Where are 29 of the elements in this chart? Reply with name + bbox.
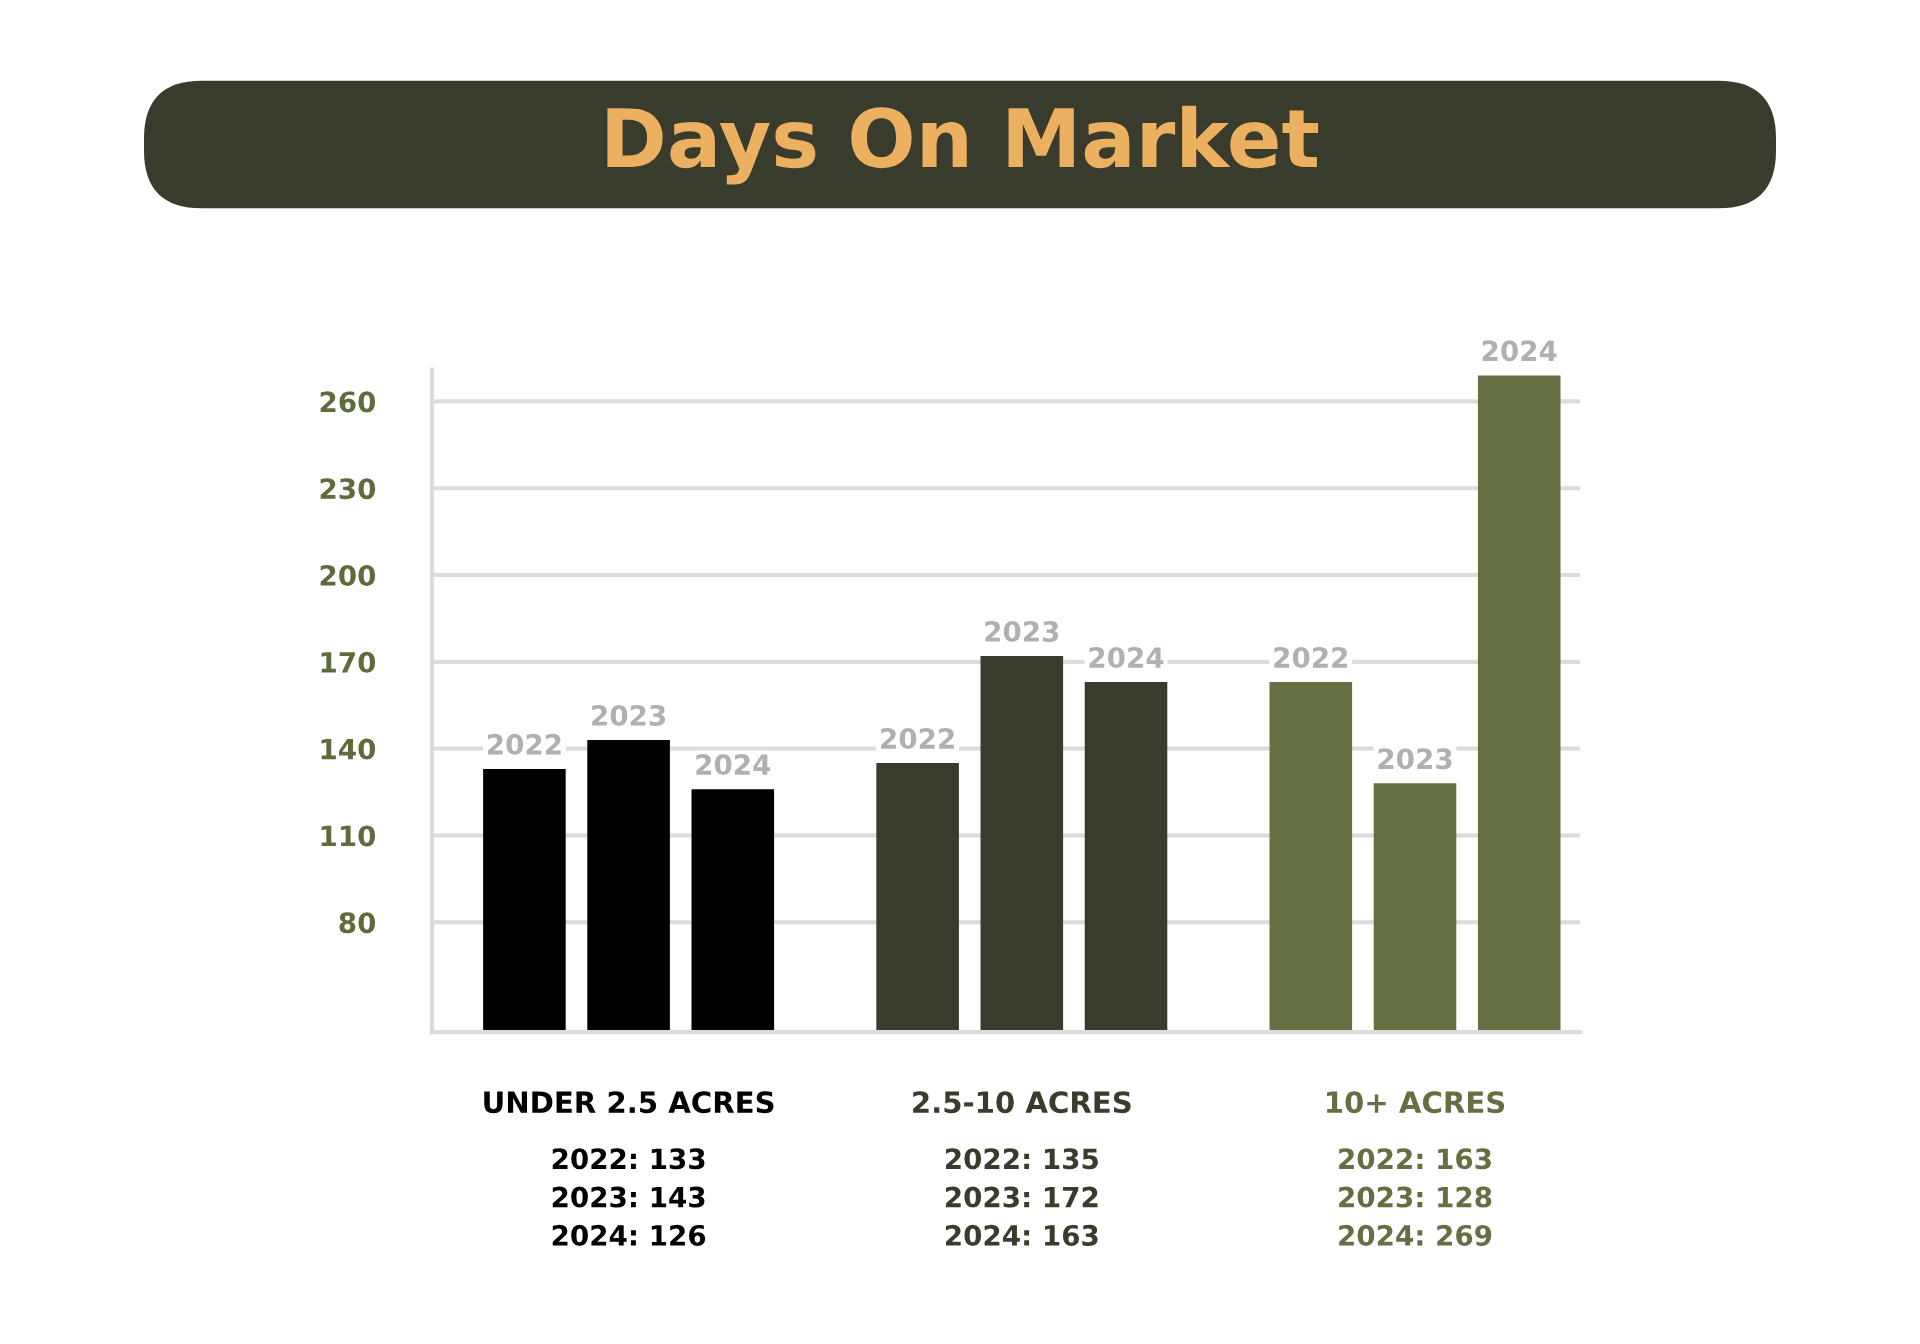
text: 2022 bbox=[881, 728, 954, 750]
y-tick-label: 80 bbox=[339, 912, 376, 934]
y-tick-label: 170 bbox=[321, 651, 376, 673]
data-label: 2022: 135 bbox=[945, 1148, 1098, 1170]
series-label: 2022 bbox=[487, 733, 561, 755]
data-label: 2022: 133 bbox=[552, 1148, 705, 1170]
data-label: 2022: 163 bbox=[1339, 1148, 1491, 1170]
chart-title: Days On Market bbox=[607, 105, 1319, 185]
text: 2023 bbox=[592, 704, 666, 726]
y-tick-label: 110 bbox=[321, 825, 376, 847]
x-tick-label: UNDER 2.5 ACRES bbox=[484, 1091, 774, 1114]
text: 2024 bbox=[1482, 340, 1557, 362]
y-tick-label: 260 bbox=[320, 391, 376, 413]
x-tick-label: 2.5-10 ACRES bbox=[913, 1091, 1131, 1114]
y-tick-label: 140 bbox=[321, 738, 376, 760]
data-label: 2024: 269 bbox=[1339, 1224, 1492, 1246]
y-tick-label: 230 bbox=[320, 478, 376, 500]
data-label: 2024: 126 bbox=[552, 1224, 706, 1246]
text: 2022 bbox=[1274, 647, 1348, 669]
data-label: 2023: 172 bbox=[945, 1186, 1098, 1208]
data-label: 2023: 128 bbox=[1339, 1186, 1492, 1208]
x-tick-label: 10+ ACRES bbox=[1327, 1091, 1505, 1114]
data-label: 2024: 163 bbox=[945, 1224, 1098, 1246]
series-label: 2023 bbox=[985, 620, 1059, 642]
series-label: 2024 bbox=[1089, 647, 1164, 669]
y-tick-label: 200 bbox=[320, 564, 376, 586]
text: 2024 bbox=[696, 754, 771, 776]
data-label: 2023: 143 bbox=[552, 1186, 705, 1208]
text: 2023 bbox=[1378, 748, 1452, 770]
